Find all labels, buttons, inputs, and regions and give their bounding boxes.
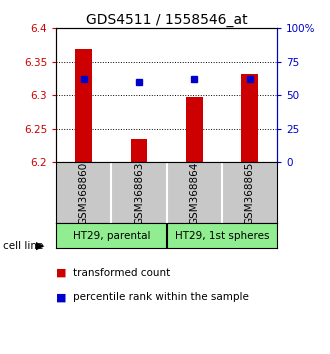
Text: HT29, 1st spheres: HT29, 1st spheres (175, 230, 269, 241)
Text: percentile rank within the sample: percentile rank within the sample (73, 292, 248, 302)
Text: ■: ■ (56, 292, 67, 302)
Bar (131, 139, 147, 162)
Title: GDS4511 / 1558546_at: GDS4511 / 1558546_at (86, 13, 248, 27)
Text: GSM368865: GSM368865 (245, 161, 254, 225)
Text: GSM368864: GSM368864 (189, 161, 199, 225)
Bar (76, 49, 92, 162)
Text: GSM368863: GSM368863 (134, 161, 144, 225)
Text: cell line: cell line (3, 241, 44, 251)
Text: GSM368860: GSM368860 (79, 161, 89, 224)
Text: transformed count: transformed count (73, 268, 170, 278)
Bar (186, 97, 203, 162)
Text: HT29, parental: HT29, parental (73, 230, 150, 241)
Bar (241, 74, 258, 162)
Text: ■: ■ (56, 268, 67, 278)
Text: ▶: ▶ (36, 241, 45, 251)
